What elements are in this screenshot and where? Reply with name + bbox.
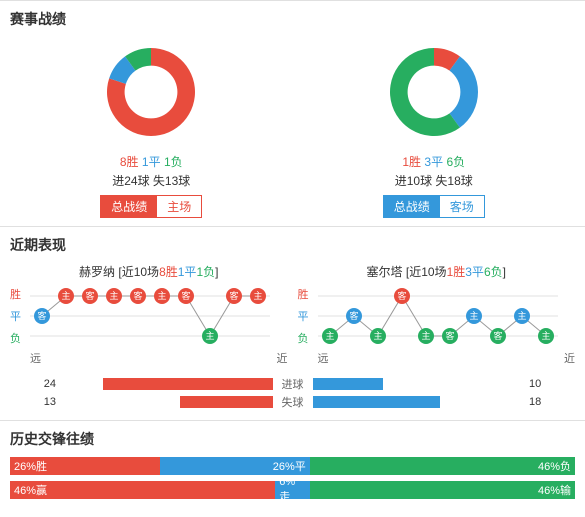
h2h-title: 历史交锋往绩 bbox=[10, 429, 575, 449]
tab-总战绩[interactable]: 总战绩 bbox=[384, 196, 440, 217]
ylabels-right: 胜平负 bbox=[298, 286, 309, 346]
h2h-bars: 26%胜26%平46%负 46%赢6%走46%输 bbox=[10, 457, 575, 499]
svg-text:主: 主 bbox=[517, 310, 526, 321]
svg-text:客: 客 bbox=[349, 310, 358, 321]
h2h-seg: 26%胜 bbox=[10, 457, 160, 475]
recent-title: 近期表现 bbox=[10, 235, 575, 255]
ylabels-left: 胜平负 bbox=[10, 286, 21, 346]
svg-text:主: 主 bbox=[421, 330, 430, 341]
svg-text:客: 客 bbox=[85, 290, 94, 301]
h2h-section: 历史交锋往绩 26%胜26%平46%负 46%赢6%走46%输 bbox=[0, 420, 585, 513]
record-part: 1平 bbox=[142, 155, 161, 169]
donut-right-chart bbox=[379, 37, 489, 147]
svg-text:主: 主 bbox=[469, 310, 478, 321]
svg-text:客: 客 bbox=[397, 290, 406, 301]
h2h-seg: 46%负 bbox=[310, 457, 575, 475]
recent-title-left: 赫罗纳 [近10场8胜1平1负] bbox=[10, 263, 288, 280]
svg-text:主: 主 bbox=[61, 290, 70, 301]
svg-text:主: 主 bbox=[325, 330, 334, 341]
record-part: 3平 bbox=[424, 155, 443, 169]
tabs-right: 总战绩客场 bbox=[383, 195, 485, 218]
donut-left-chart bbox=[96, 37, 206, 147]
recent-title-right: 塞尔塔 [近10场1胜3平6负] bbox=[298, 263, 576, 280]
record-part: 8胜 bbox=[120, 155, 139, 169]
bar-row: 13失球18 bbox=[10, 394, 575, 410]
records-section: 赛事战绩 8胜 1平 1负 进24球 失13球 总战绩主场 1胜 3平 6负 进… bbox=[0, 0, 585, 226]
donut-slice bbox=[449, 56, 477, 127]
bar-row: 24进球10 bbox=[10, 376, 575, 392]
xlabels-right: 远近 bbox=[318, 350, 576, 366]
recent-left: 赫罗纳 [近10场8胜1平1负] 胜平负 客主客主客主客主客主 远近 bbox=[10, 263, 288, 372]
record-right: 1胜 3平 6负 bbox=[402, 153, 465, 170]
h2h-seg: 26%平 bbox=[160, 457, 310, 475]
svg-text:主: 主 bbox=[373, 330, 382, 341]
goals-right: 进10球 失18球 bbox=[395, 172, 473, 189]
records-title: 赛事战绩 bbox=[10, 9, 575, 29]
svg-text:主: 主 bbox=[253, 290, 262, 301]
svg-text:主: 主 bbox=[205, 330, 214, 341]
donuts-row: 8胜 1平 1负 进24球 失13球 总战绩主场 1胜 3平 6负 进10球 失… bbox=[10, 37, 575, 218]
record-part: 1胜 bbox=[402, 155, 421, 169]
svg-text:客: 客 bbox=[229, 290, 238, 301]
h2h-bar: 26%胜26%平46%负 bbox=[10, 457, 575, 475]
recent-section: 近期表现 赫罗纳 [近10场8胜1平1负] 胜平负 客主客主客主客主客主 远近 … bbox=[0, 226, 585, 420]
svg-text:主: 主 bbox=[541, 330, 550, 341]
goals-left: 进24球 失13球 bbox=[112, 172, 190, 189]
recent-right: 塞尔塔 [近10场1胜3平6负] 胜平负 主客主客主客主客主主 远近 bbox=[298, 263, 576, 372]
svg-text:客: 客 bbox=[181, 290, 190, 301]
tabs-left: 总战绩主场 bbox=[100, 195, 202, 218]
tab-主场[interactable]: 主场 bbox=[157, 196, 201, 217]
h2h-seg: 6%走 bbox=[275, 481, 310, 499]
h2h-seg: 46%赢 bbox=[10, 481, 275, 499]
record-part: 6负 bbox=[446, 155, 465, 169]
record-part: 1负 bbox=[164, 155, 183, 169]
svg-text:客: 客 bbox=[133, 290, 142, 301]
record-left: 8胜 1平 1负 bbox=[120, 153, 183, 170]
trend-left-chart: 客主客主客主客主客主 bbox=[30, 286, 270, 346]
svg-text:主: 主 bbox=[109, 290, 118, 301]
tab-总战绩[interactable]: 总战绩 bbox=[101, 196, 157, 217]
tab-客场[interactable]: 客场 bbox=[440, 196, 484, 217]
xlabels-left: 远近 bbox=[30, 350, 288, 366]
h2h-seg: 46%输 bbox=[310, 481, 575, 499]
h2h-bar: 46%赢6%走46%输 bbox=[10, 481, 575, 499]
goals-bars: 24进球10 13失球18 bbox=[10, 376, 575, 410]
svg-text:客: 客 bbox=[445, 330, 454, 341]
donut-right: 1胜 3平 6负 进10球 失18球 总战绩客场 bbox=[293, 37, 576, 218]
donut-left: 8胜 1平 1负 进24球 失13球 总战绩主场 bbox=[10, 37, 293, 218]
svg-text:主: 主 bbox=[157, 290, 166, 301]
svg-text:客: 客 bbox=[493, 330, 502, 341]
svg-text:客: 客 bbox=[37, 310, 46, 321]
trend-right-chart: 主客主客主客主客主主 bbox=[318, 286, 558, 346]
